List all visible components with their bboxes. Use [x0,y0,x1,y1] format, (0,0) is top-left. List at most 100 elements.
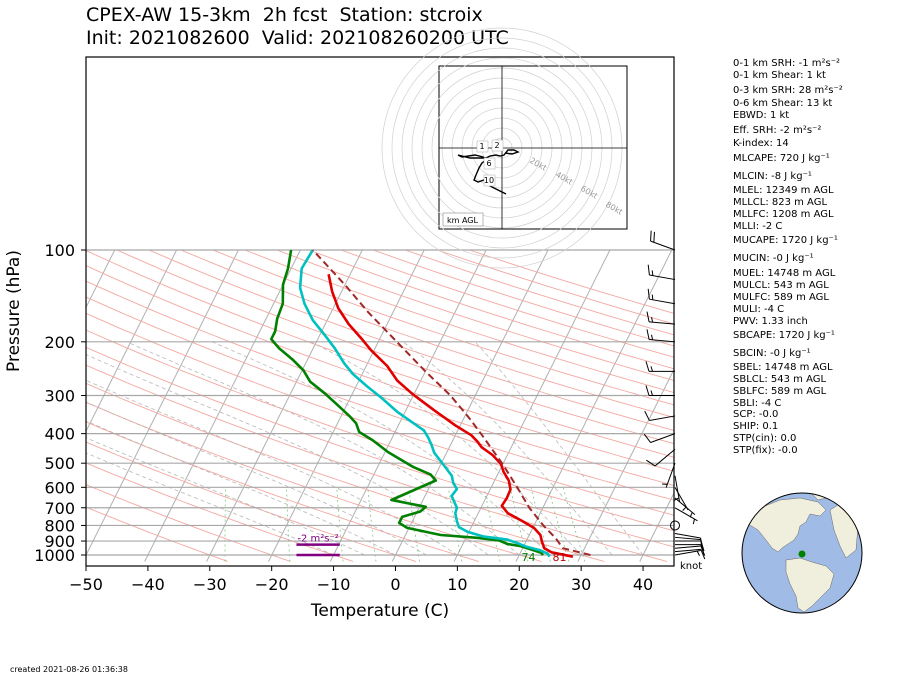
wind-barb [674,497,696,518]
isotherm [144,249,301,562]
wind-barb [645,385,675,397]
wind-barb [644,410,676,421]
isotherm [268,249,425,562]
hodograph-legend: km AGL [447,216,479,225]
index-line: STP(cin): 0.0 [733,433,797,444]
moist-adiabat [126,341,520,556]
x-tick-label: −40 [131,575,165,594]
dry-adiabat [276,249,674,382]
index-line: 0-1 km Shear: 1 kt [733,70,826,81]
index-line: SBLCL: 543 m AGL [733,374,827,385]
wind-barb [670,520,680,531]
index-line: MLLI: -2 C [733,221,783,232]
index-line: MUCIN: -0 J kg⁻¹ [733,253,814,264]
chart-title-line1: CPEX-AW 15-3km 2h fcst Station: stcroix [86,4,483,26]
index-line: SCP: -0.0 [733,409,779,420]
moist-adiabat [86,354,489,556]
wind-barb [647,264,676,281]
dry-adiabat [86,401,542,562]
hodograph-height-label: 1 [479,142,484,151]
dry-adiabat [86,364,668,562]
wind-barb [674,487,689,511]
index-line: 0-6 km Shear: 13 kt [733,98,833,109]
plot-frame [85,56,675,567]
dry-adiabat [244,249,674,394]
x-tick-label: −10 [317,575,351,594]
station-globe [741,492,863,614]
y-tick-label: 500 [44,454,75,473]
y-tick-label: 700 [44,499,75,518]
y-axis-label: Pressure (hPa) [4,250,24,372]
wind-barb [674,507,698,525]
wind-barb [646,448,676,467]
created-timestamp: created 2021-08-26 01:36:38 [10,665,128,674]
index-line: EBWD: 1 kt [733,110,790,121]
effective-layer-label: -2 m²s⁻² [297,534,338,545]
isotherm [86,249,178,433]
moist-adiabat [402,341,613,556]
wind-barb [674,549,701,556]
index-line: PWV: 1.33 inch [733,316,808,327]
wind-barb [674,548,706,560]
y-tick-label: 400 [44,425,75,444]
parcel-profile [312,249,591,556]
index-line: 0-1 km SRH: -1 m²s⁻² [733,58,840,69]
isotherm [577,368,674,562]
x-tick-label: −30 [193,575,227,594]
wind-barb [645,361,675,372]
dry-adiabat [148,249,674,431]
hodograph-height-label: 6 [486,159,491,168]
mixing-ratio-line [509,487,529,562]
dry-adiabat [86,382,605,562]
dry-adiabat [86,329,674,532]
index-line: MULCL: 543 m AGL [733,280,829,291]
dry-adiabat [86,296,674,501]
moist-adiabat [86,437,365,556]
dry-adiabat [86,312,674,516]
dry-adiabat [180,249,674,418]
surface-label: 81 [552,551,566,564]
index-line: MLCIN: -8 J kg⁻¹ [733,171,812,182]
dry-adiabat [86,250,674,458]
y-tick-label: 1000 [34,546,75,565]
dry-adiabat [86,506,228,562]
index-line: MLEL: 12349 m AGL [733,185,834,196]
dry-adiabat [86,421,479,562]
index-line: SBLFC: 589 m AGL [733,386,827,397]
y-tick-label: 800 [44,516,75,535]
isotherm [639,492,674,562]
index-line: SHIP: 0.1 [733,421,779,432]
index-line: STP(fix): -0.0 [733,445,798,456]
x-axis-label: Temperature (C) [310,601,449,621]
mixing-ratio-line [483,487,501,562]
index-line: SBCIN: -0 J kg⁻¹ [733,348,811,359]
index-line: SBCAPE: 1720 J kg⁻¹ [733,330,835,341]
mixing-ratio-line [447,487,463,562]
mixing-ratio-line [562,487,586,562]
index-line: MLLFC: 1208 m AGL [733,209,834,220]
temperature-profile [327,273,574,558]
y-tick-label: 900 [44,532,75,551]
index-line: MLCAPE: 720 J kg⁻¹ [733,153,830,164]
station-marker [798,550,806,558]
index-line: MUCAPE: 1720 J kg⁻¹ [733,235,838,246]
wetbulb-profile [298,249,551,558]
index-line: SBEL: 14748 m AGL [733,362,833,373]
x-tick-label: 40 [633,575,653,594]
isotherm [86,249,239,557]
y-tick-label: 300 [44,387,75,406]
isotherm [515,249,673,562]
mixing-ratio-line [548,487,570,562]
wind-barb [650,230,676,251]
x-tick-label: 30 [571,575,591,594]
dry-adiabat [86,441,417,562]
dry-adiabat [86,265,674,472]
index-line: MULFC: 589 m AGL [733,292,829,303]
mixing-ratio-line [530,487,551,562]
x-tick-label: 10 [447,575,467,594]
y-tick-label: 200 [44,333,75,352]
isotherm [391,249,549,562]
hodograph-height-label: 2 [494,141,499,150]
